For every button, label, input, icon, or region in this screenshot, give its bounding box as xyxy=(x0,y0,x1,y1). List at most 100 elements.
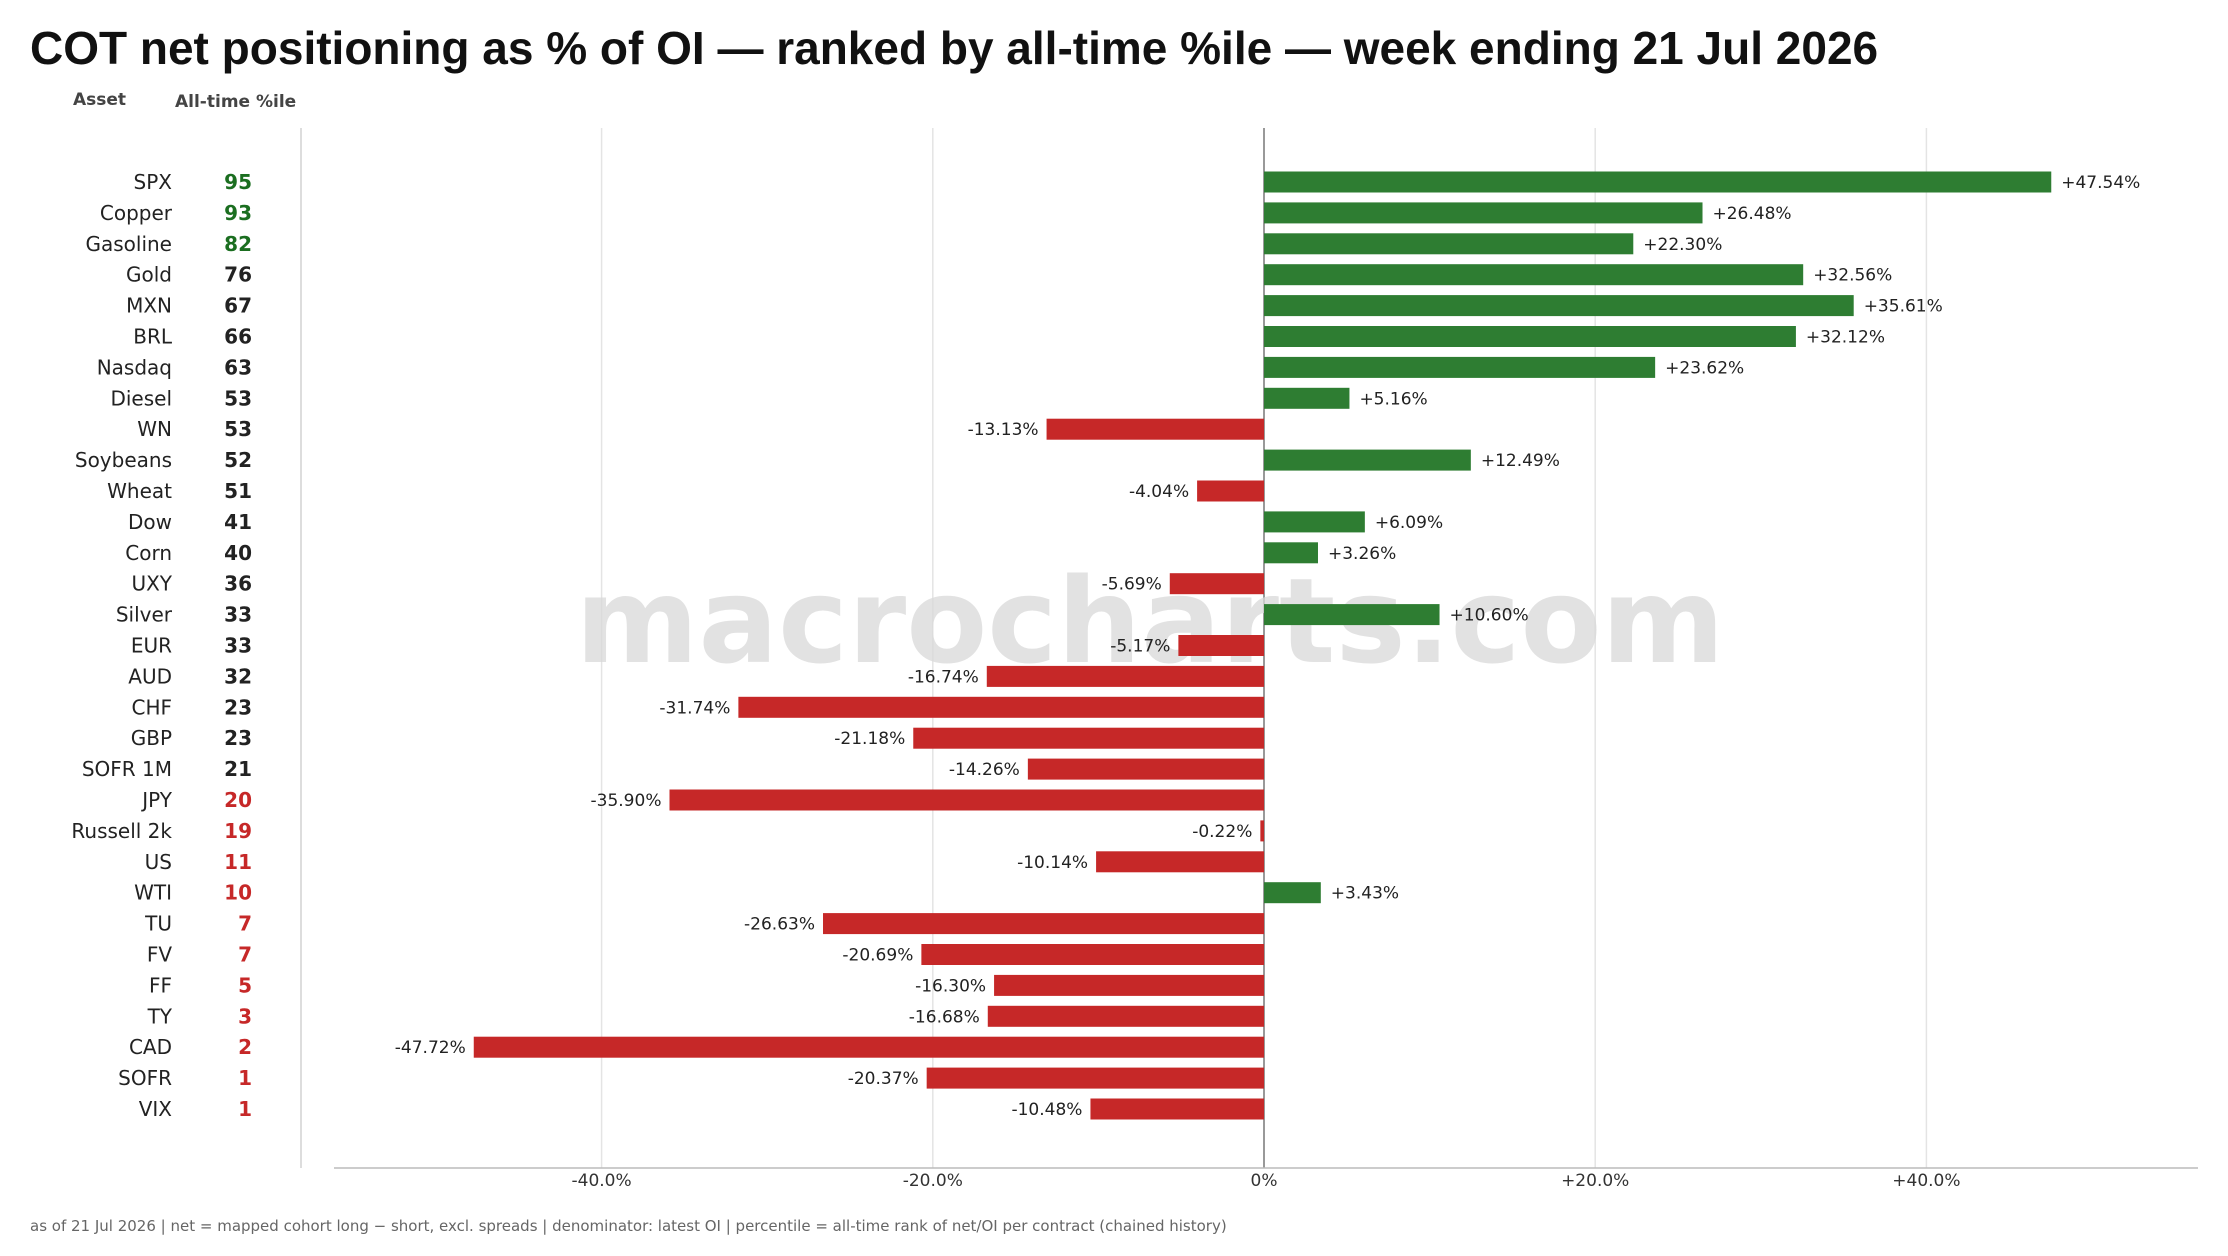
bar xyxy=(1169,573,1264,595)
value-label: +10.60% xyxy=(1450,606,1529,626)
percentile-label: 1 xyxy=(238,1066,252,1090)
value-label: -26.63% xyxy=(744,915,815,935)
asset-label: SOFR xyxy=(118,1066,172,1090)
percentile-label: 11 xyxy=(224,850,252,874)
x-tick-label: -20.0% xyxy=(903,1171,963,1191)
bar xyxy=(1260,820,1264,842)
percentile-label: 5 xyxy=(238,973,252,997)
bar xyxy=(1264,542,1318,564)
bar xyxy=(1264,326,1796,347)
bar xyxy=(669,789,1264,811)
value-label: -4.04% xyxy=(1129,482,1189,502)
asset-label: Corn xyxy=(125,541,172,565)
value-label: -5.69% xyxy=(1102,575,1162,595)
x-tick-label: 0% xyxy=(1251,1171,1278,1191)
bar xyxy=(1178,635,1264,656)
bar xyxy=(1027,758,1264,780)
value-label: +47.54% xyxy=(2061,173,2140,193)
asset-label: Diesel xyxy=(110,386,172,410)
bar xyxy=(926,1067,1264,1089)
asset-column-header: Asset xyxy=(73,90,126,110)
percentile-label: 66 xyxy=(224,325,252,349)
percentile-label: 36 xyxy=(224,572,252,596)
asset-label: Nasdaq xyxy=(97,355,172,379)
value-label: +3.43% xyxy=(1331,884,1399,904)
percentile-label: 33 xyxy=(224,634,252,658)
bar xyxy=(1197,480,1264,502)
percentile-label: 93 xyxy=(224,201,252,225)
value-label: -20.69% xyxy=(842,946,913,966)
percentile-label: 33 xyxy=(224,603,252,627)
bar xyxy=(987,1005,1264,1027)
value-label: -16.30% xyxy=(915,976,986,996)
x-tick-label: +20.0% xyxy=(1561,1171,1629,1191)
bars: +47.54% +26.48% +22.30% +32.56% +35.61% +32.1… xyxy=(395,171,2140,1120)
bar xyxy=(1264,449,1471,471)
bar xyxy=(913,727,1264,749)
asset-label: TU xyxy=(144,912,172,936)
value-label: -14.26% xyxy=(949,760,1020,780)
percentile-label: 21 xyxy=(224,757,252,781)
bar xyxy=(738,696,1264,718)
bar xyxy=(1264,604,1440,626)
asset-label: Gasoline xyxy=(85,232,172,256)
bar xyxy=(1264,387,1350,409)
percentile-label: 7 xyxy=(238,912,252,936)
value-label: +5.16% xyxy=(1359,389,1427,409)
asset-label: CAD xyxy=(129,1035,172,1059)
asset-label: Dow xyxy=(128,510,172,534)
footer-note: as of 21 Jul 2026 | net = mapped cohort … xyxy=(30,1217,1227,1235)
bar xyxy=(1264,233,1634,255)
bar xyxy=(1264,356,1656,378)
asset-label: US xyxy=(145,850,172,874)
asset-label: TY xyxy=(147,1004,173,1028)
percentile-label: 67 xyxy=(224,294,252,318)
bar xyxy=(1264,295,1854,317)
asset-label: BRL xyxy=(133,325,173,349)
value-label: +35.61% xyxy=(1864,297,1943,317)
value-label: +22.30% xyxy=(1643,235,1722,255)
asset-label: SOFR 1M xyxy=(82,757,172,781)
asset-label: Silver xyxy=(116,603,173,627)
percentile-label: 95 xyxy=(224,170,252,194)
value-label: -16.68% xyxy=(909,1007,980,1027)
value-label: +3.26% xyxy=(1328,544,1396,564)
bar xyxy=(1264,882,1321,904)
asset-label: GBP xyxy=(131,726,172,750)
percentile-label: 20 xyxy=(224,788,252,812)
x-axis: -40.0% -20.0% 0% +20.0% +40.0% xyxy=(334,1167,2198,1191)
percentile-label: 53 xyxy=(224,417,252,441)
percentile-label: 51 xyxy=(224,479,252,503)
x-tick-label: -40.0% xyxy=(572,1171,632,1191)
asset-label: MXN xyxy=(126,294,172,318)
value-label: +26.48% xyxy=(1713,204,1792,224)
value-label: -5.17% xyxy=(1110,637,1170,657)
asset-label: JPY xyxy=(140,788,173,812)
bar xyxy=(1264,171,2052,193)
percentile-label: 52 xyxy=(224,448,252,472)
value-label: +23.62% xyxy=(1665,358,1744,378)
chart-title: COT net positioning as % of OI — ranked … xyxy=(30,22,1878,74)
asset-label: VIX xyxy=(139,1097,173,1121)
value-label: +32.12% xyxy=(1806,328,1885,348)
percentile-label: 23 xyxy=(224,726,252,750)
percentile-label: 2 xyxy=(238,1035,252,1059)
value-label: +32.56% xyxy=(1813,266,1892,286)
value-label: -21.18% xyxy=(834,729,905,749)
value-label: -10.48% xyxy=(1011,1100,1082,1120)
asset-label: AUD xyxy=(128,664,172,688)
bar xyxy=(473,1036,1264,1058)
bar xyxy=(921,944,1264,965)
percentile-label: 63 xyxy=(224,355,252,379)
asset-label: UXY xyxy=(131,572,172,596)
percentile-label: 7 xyxy=(238,943,252,967)
percentile-label: 32 xyxy=(224,664,252,688)
value-label: -20.37% xyxy=(848,1069,919,1089)
asset-label: CHF xyxy=(131,695,172,719)
asset-label: FV xyxy=(147,943,173,967)
bar xyxy=(823,913,1264,935)
percentile-label: 53 xyxy=(224,386,252,410)
value-label: -0.22% xyxy=(1192,822,1252,842)
value-label: +6.09% xyxy=(1375,513,1443,533)
